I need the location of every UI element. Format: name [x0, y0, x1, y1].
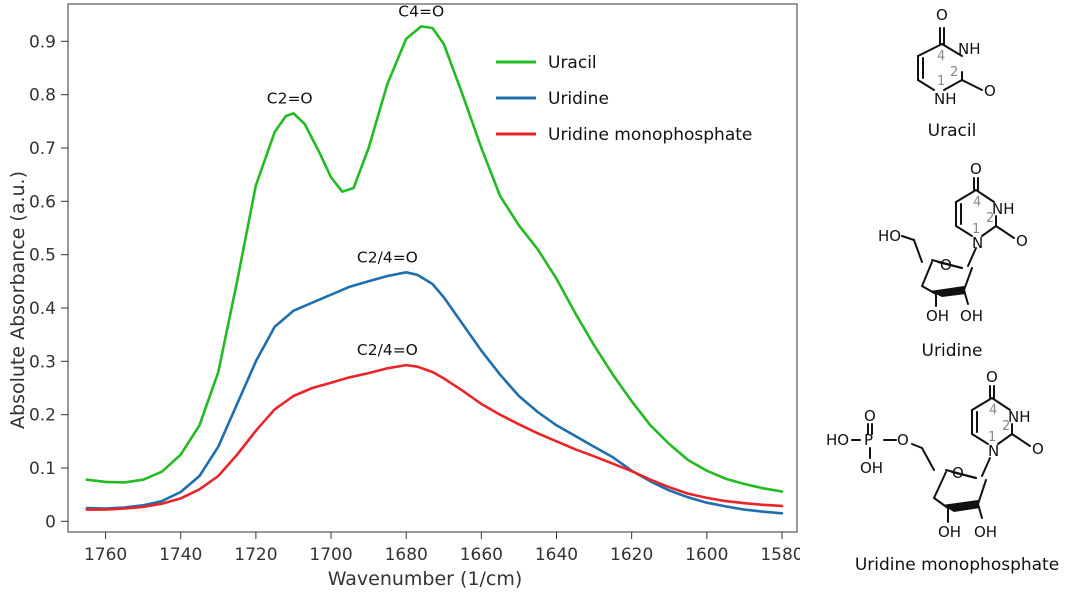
x-tick-label: 1660: [460, 545, 503, 565]
uridine-num-4: 4: [973, 195, 981, 210]
peak-annotation: C4=O: [398, 2, 444, 20]
uridine-num-1: 1: [972, 222, 980, 237]
uracil-nh3: NH: [958, 40, 981, 58]
ump-o-top: O: [864, 407, 876, 425]
x-axis: 1760 1740 1720 1700 1680 1660 1640 1620 1600 1580: [84, 532, 800, 565]
ump-wedge-bond: [942, 500, 980, 512]
uracil-o4: O: [936, 6, 948, 24]
x-tick-label: 1680: [385, 545, 428, 565]
y-tick-label: 0.4: [29, 299, 56, 319]
y-axis-title: Absolute Absorbance (a.u.): [7, 171, 29, 429]
uridine-o4: O: [970, 160, 982, 178]
peak-annotation: C2/4=O: [357, 341, 418, 359]
ump-num-1: 1: [988, 430, 996, 445]
y-axis: 0 0.1 0.2 0.3 0.4 0.5 0.6 0.7 0.8 0.9: [29, 32, 68, 532]
x-tick-label: 1720: [234, 545, 277, 565]
ump-o2: O: [1032, 440, 1044, 458]
ump-ho-p: HO: [826, 431, 849, 449]
x-axis-title: Wavenumber (1/cm): [328, 568, 523, 590]
uridine-ho5: HO: [878, 227, 901, 245]
ump-n1: N: [988, 442, 999, 460]
legend-label: Uracil: [548, 53, 597, 73]
legend-label: Uridine: [548, 89, 609, 109]
y-tick-label: 0.6: [29, 192, 56, 212]
spectrum-chart: 0 0.1 0.2 0.3 0.4 0.5 0.6 0.7 0.8 0.9 1760 1740 172…: [7, 2, 800, 590]
series-line-uridine: [85, 271, 784, 515]
peak-annotation: C2/4=O: [357, 248, 418, 266]
uracil-num-2: 2: [950, 65, 958, 80]
uridine-oh3: OH: [926, 307, 949, 325]
uridine-name: Uridine: [922, 341, 983, 361]
ump-oh-p: OH: [860, 459, 883, 477]
uridine-oh2: OH: [960, 307, 983, 325]
legend-label: Uridine monophosphate: [548, 125, 752, 145]
uracil-o2: O: [984, 82, 996, 100]
ump-nh3: NH: [1008, 408, 1031, 426]
ump-oh3: OH: [938, 523, 961, 541]
x-tick-label: 1760: [84, 545, 127, 565]
y-tick-label: 0.2: [29, 406, 56, 426]
plot-frame: [67, 3, 798, 533]
y-tick-label: 0.3: [29, 352, 56, 372]
y-tick-label: 0: [45, 512, 56, 532]
uracil-num-4: 4: [937, 49, 945, 64]
uracil-nh1: NH: [934, 90, 957, 108]
x-tick-label: 1740: [159, 545, 202, 565]
uridine-o-ring: O: [940, 256, 952, 274]
uracil-structure: [917, 27, 983, 91]
ump-structure: [851, 385, 1031, 523]
x-tick-label: 1600: [685, 545, 728, 565]
y-tick-label: 0.9: [29, 32, 56, 52]
ump-labels: O NH O N HO P O OH O O OH OH 4 2 1 Uridi…: [826, 368, 1059, 575]
ump-o-ring: O: [952, 464, 964, 482]
series-line-uridine-monophosphate: [85, 363, 784, 511]
y-tick-label: 0.8: [29, 86, 56, 106]
y-tick-label: 0.5: [29, 246, 56, 266]
uracil-labels: O NH O NH 4 2 1 Uracil: [928, 6, 996, 141]
uridine-nh3: NH: [992, 200, 1015, 218]
annotations: C2=O C4=O C2/4=O C2/4=O: [267, 2, 444, 359]
uridine-o2: O: [1016, 232, 1028, 250]
x-tick-label: 1580: [760, 545, 800, 565]
uridine-wedge-bond: [930, 286, 966, 297]
peak-annotation: C2=O: [267, 89, 313, 107]
legend: Uracil Uridine Uridine monophosphate: [496, 53, 752, 145]
x-tick-label: 1700: [309, 545, 352, 565]
uridine-n1: N: [972, 234, 983, 252]
x-tick-label: 1620: [610, 545, 653, 565]
ump-num-2: 2: [1002, 419, 1010, 434]
uracil-num-1: 1: [937, 74, 945, 89]
y-tick-label: 0.1: [29, 459, 56, 479]
uridine-num-2: 2: [986, 211, 994, 226]
uridine-labels: O NH O N HO O OH OH 4 2 1 Uridine: [878, 160, 1028, 361]
y-tick-label: 0.7: [29, 139, 56, 159]
uracil-name: Uracil: [928, 121, 977, 141]
ump-name: Uridine monophosphate: [855, 555, 1059, 575]
ump-o5: O: [897, 431, 909, 449]
x-tick-label: 1640: [535, 545, 578, 565]
ump-oh2: OH: [974, 523, 997, 541]
uridine-structure: [901, 177, 1015, 307]
ump-num-4: 4: [989, 403, 997, 418]
series-layer: [85, 25, 784, 515]
series-line-uracil: [85, 25, 784, 493]
ump-p: P: [864, 431, 873, 449]
ump-o4: O: [986, 368, 998, 386]
